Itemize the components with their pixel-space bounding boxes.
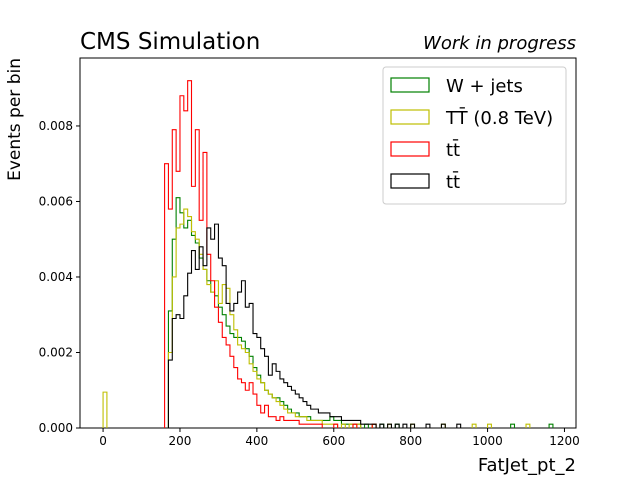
legend-label-1: TT̄ (0.8 TeV) <box>445 107 553 129</box>
legend-box <box>382 66 567 205</box>
x-tick-label: 800 <box>399 434 422 448</box>
legend-swatch-1 <box>390 109 430 125</box>
legend: W + jets TT̄ (0.8 TeV) tt̄ tt̄ <box>382 66 567 205</box>
x-tick-label: 200 <box>169 434 192 448</box>
series-layer <box>102 80 554 428</box>
y-tick-label: 0.002 <box>39 345 73 359</box>
x-tick-label: 400 <box>245 434 268 448</box>
y-axis-label: Events per bin <box>5 58 25 181</box>
x-tick-label: 0 <box>99 434 107 448</box>
x-tick-label: 1000 <box>472 434 503 448</box>
legend-swatch-0 <box>390 77 430 93</box>
y-tick-label: 0.004 <box>39 270 73 284</box>
legend-swatch-3 <box>390 173 430 189</box>
x-tick-label: 1200 <box>549 434 580 448</box>
legend-label-0: W + jets <box>446 76 523 97</box>
x-axis-label: FatJet_pt_2 <box>478 455 576 476</box>
legend-label-3: tt̄ <box>446 171 460 193</box>
chart-title-right: Work in progress <box>423 33 576 54</box>
y-tick-label: 0.006 <box>39 194 73 208</box>
series-2-histogram <box>164 80 377 428</box>
plot-frame <box>79 57 577 429</box>
legend-label-2: tt̄ <box>446 139 460 161</box>
series-0-histogram <box>167 197 554 428</box>
legend-swatch-2 <box>390 141 430 157</box>
x-tick-label: 600 <box>322 434 345 448</box>
axis-ticks: 0 200 400 600 800 1000 1200 0.000 0.002 0.004 0.00… <box>39 119 580 448</box>
chart-title-left: CMS Simulation <box>80 29 260 55</box>
series-3-histogram <box>167 223 462 428</box>
y-tick-label: 0.008 <box>39 119 73 133</box>
y-tick-label: 0.000 <box>39 421 73 435</box>
series-1-histogram <box>102 208 531 428</box>
